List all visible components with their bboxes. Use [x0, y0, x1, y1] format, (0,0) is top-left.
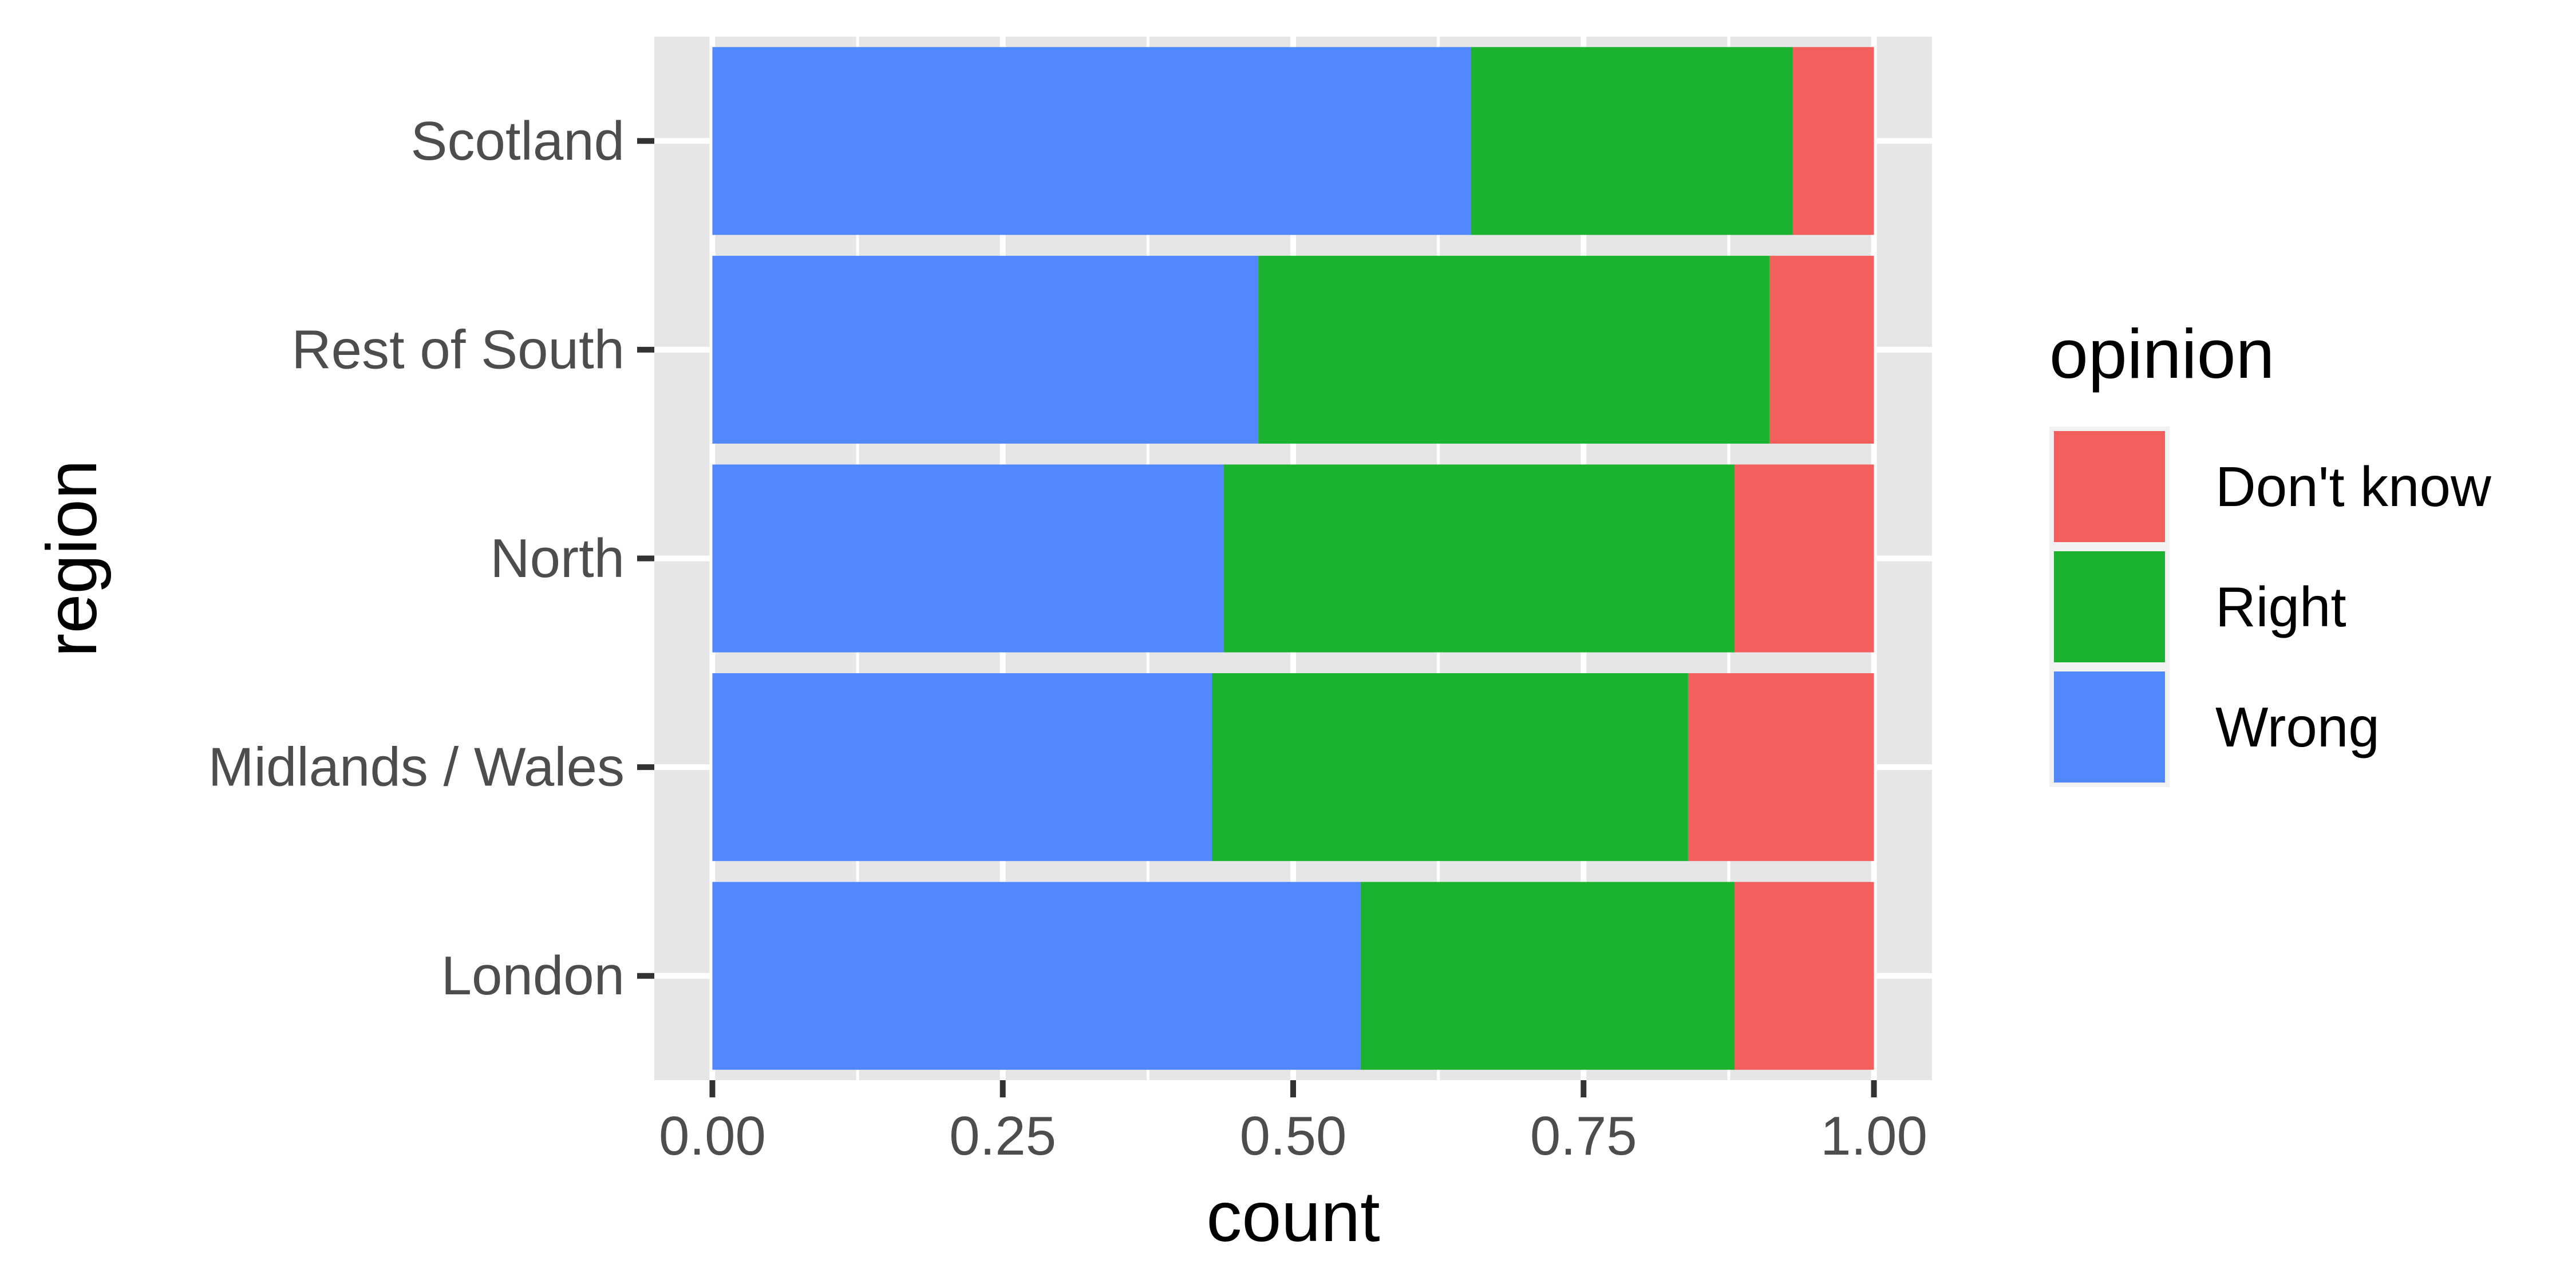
- x-axis-title: count: [1206, 1178, 1380, 1257]
- bar-segment-don-t-know: [1735, 882, 1874, 1070]
- legend-label: Right: [2215, 575, 2346, 638]
- legend-label: Wrong: [2215, 696, 2380, 758]
- x-axis: 0.00 0.25 0.50 0.75 1.00: [659, 1080, 1927, 1167]
- bar-segment-wrong: [712, 882, 1361, 1070]
- bar-segment-right: [1471, 47, 1793, 235]
- y-axis: Scotland Rest of South North Midlands / Wal…: [208, 110, 654, 1006]
- x-tick-label: 1.00: [1820, 1105, 1927, 1167]
- bar-segment-right: [1223, 464, 1735, 653]
- y-tick-label: London: [441, 945, 625, 1006]
- y-tick-label: Midlands / Wales: [208, 737, 625, 798]
- legend-swatch-wrong: [2054, 671, 2165, 783]
- bar-segment-right: [1258, 255, 1769, 444]
- legend-swatch-right: [2054, 551, 2165, 662]
- y-axis-title: region: [33, 460, 112, 657]
- bar-segment-right: [1360, 882, 1735, 1070]
- x-tick-label: 0.75: [1530, 1105, 1637, 1167]
- bar-segment-wrong: [712, 47, 1471, 235]
- y-tick-label: Rest of South: [291, 319, 625, 380]
- y-tick-label: North: [490, 528, 625, 589]
- bar-segment-don-t-know: [1735, 464, 1874, 653]
- y-tick-label: Scotland: [410, 110, 625, 172]
- bar-segment-don-t-know: [1792, 47, 1874, 235]
- bar-segment-wrong: [712, 464, 1224, 653]
- x-tick-label: 0.00: [659, 1105, 766, 1167]
- bar-segment-wrong: [712, 673, 1212, 862]
- bar-segment-don-t-know: [1769, 255, 1874, 444]
- legend: opinion Don't know Right Wrong: [2049, 315, 2492, 787]
- x-tick-label: 0.25: [949, 1105, 1056, 1167]
- legend-title: opinion: [2049, 315, 2274, 393]
- legend-label: Don't know: [2215, 455, 2492, 518]
- legend-swatch-don-t-know: [2054, 431, 2165, 542]
- bars: [712, 47, 1874, 1070]
- bar-segment-don-t-know: [1688, 673, 1874, 862]
- bar-segment-right: [1211, 673, 1688, 862]
- x-tick-label: 0.50: [1240, 1105, 1347, 1167]
- bar-segment-wrong: [712, 255, 1259, 444]
